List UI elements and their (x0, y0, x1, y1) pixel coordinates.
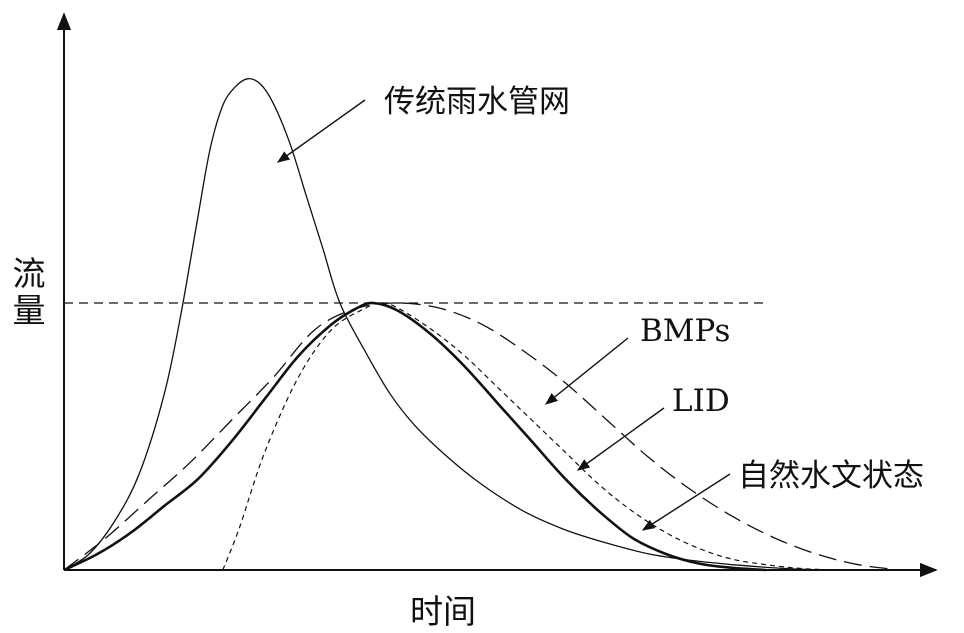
axes (56, 12, 938, 578)
series-layer (63, 78, 901, 572)
series-label-lid: LID (672, 383, 730, 419)
series-label-traditional: 传统雨水管网 (384, 84, 570, 120)
x-axis-label: 时间 (410, 592, 476, 631)
series-bmps (63, 302, 901, 571)
series-natural-hydrology (63, 301, 767, 572)
series-traditional-stormwater (63, 78, 817, 571)
series-lid (222, 302, 834, 571)
y-axis-label: 流量 (7, 256, 46, 330)
leader-traditional (276, 99, 366, 163)
leader-natural (641, 473, 731, 531)
leader-bmps (545, 337, 629, 405)
series-label-natural: 自然水文状态 (738, 458, 924, 494)
leader-lid (576, 407, 665, 471)
series-label-bmps: BMPs (640, 313, 731, 349)
annotations (276, 99, 731, 531)
